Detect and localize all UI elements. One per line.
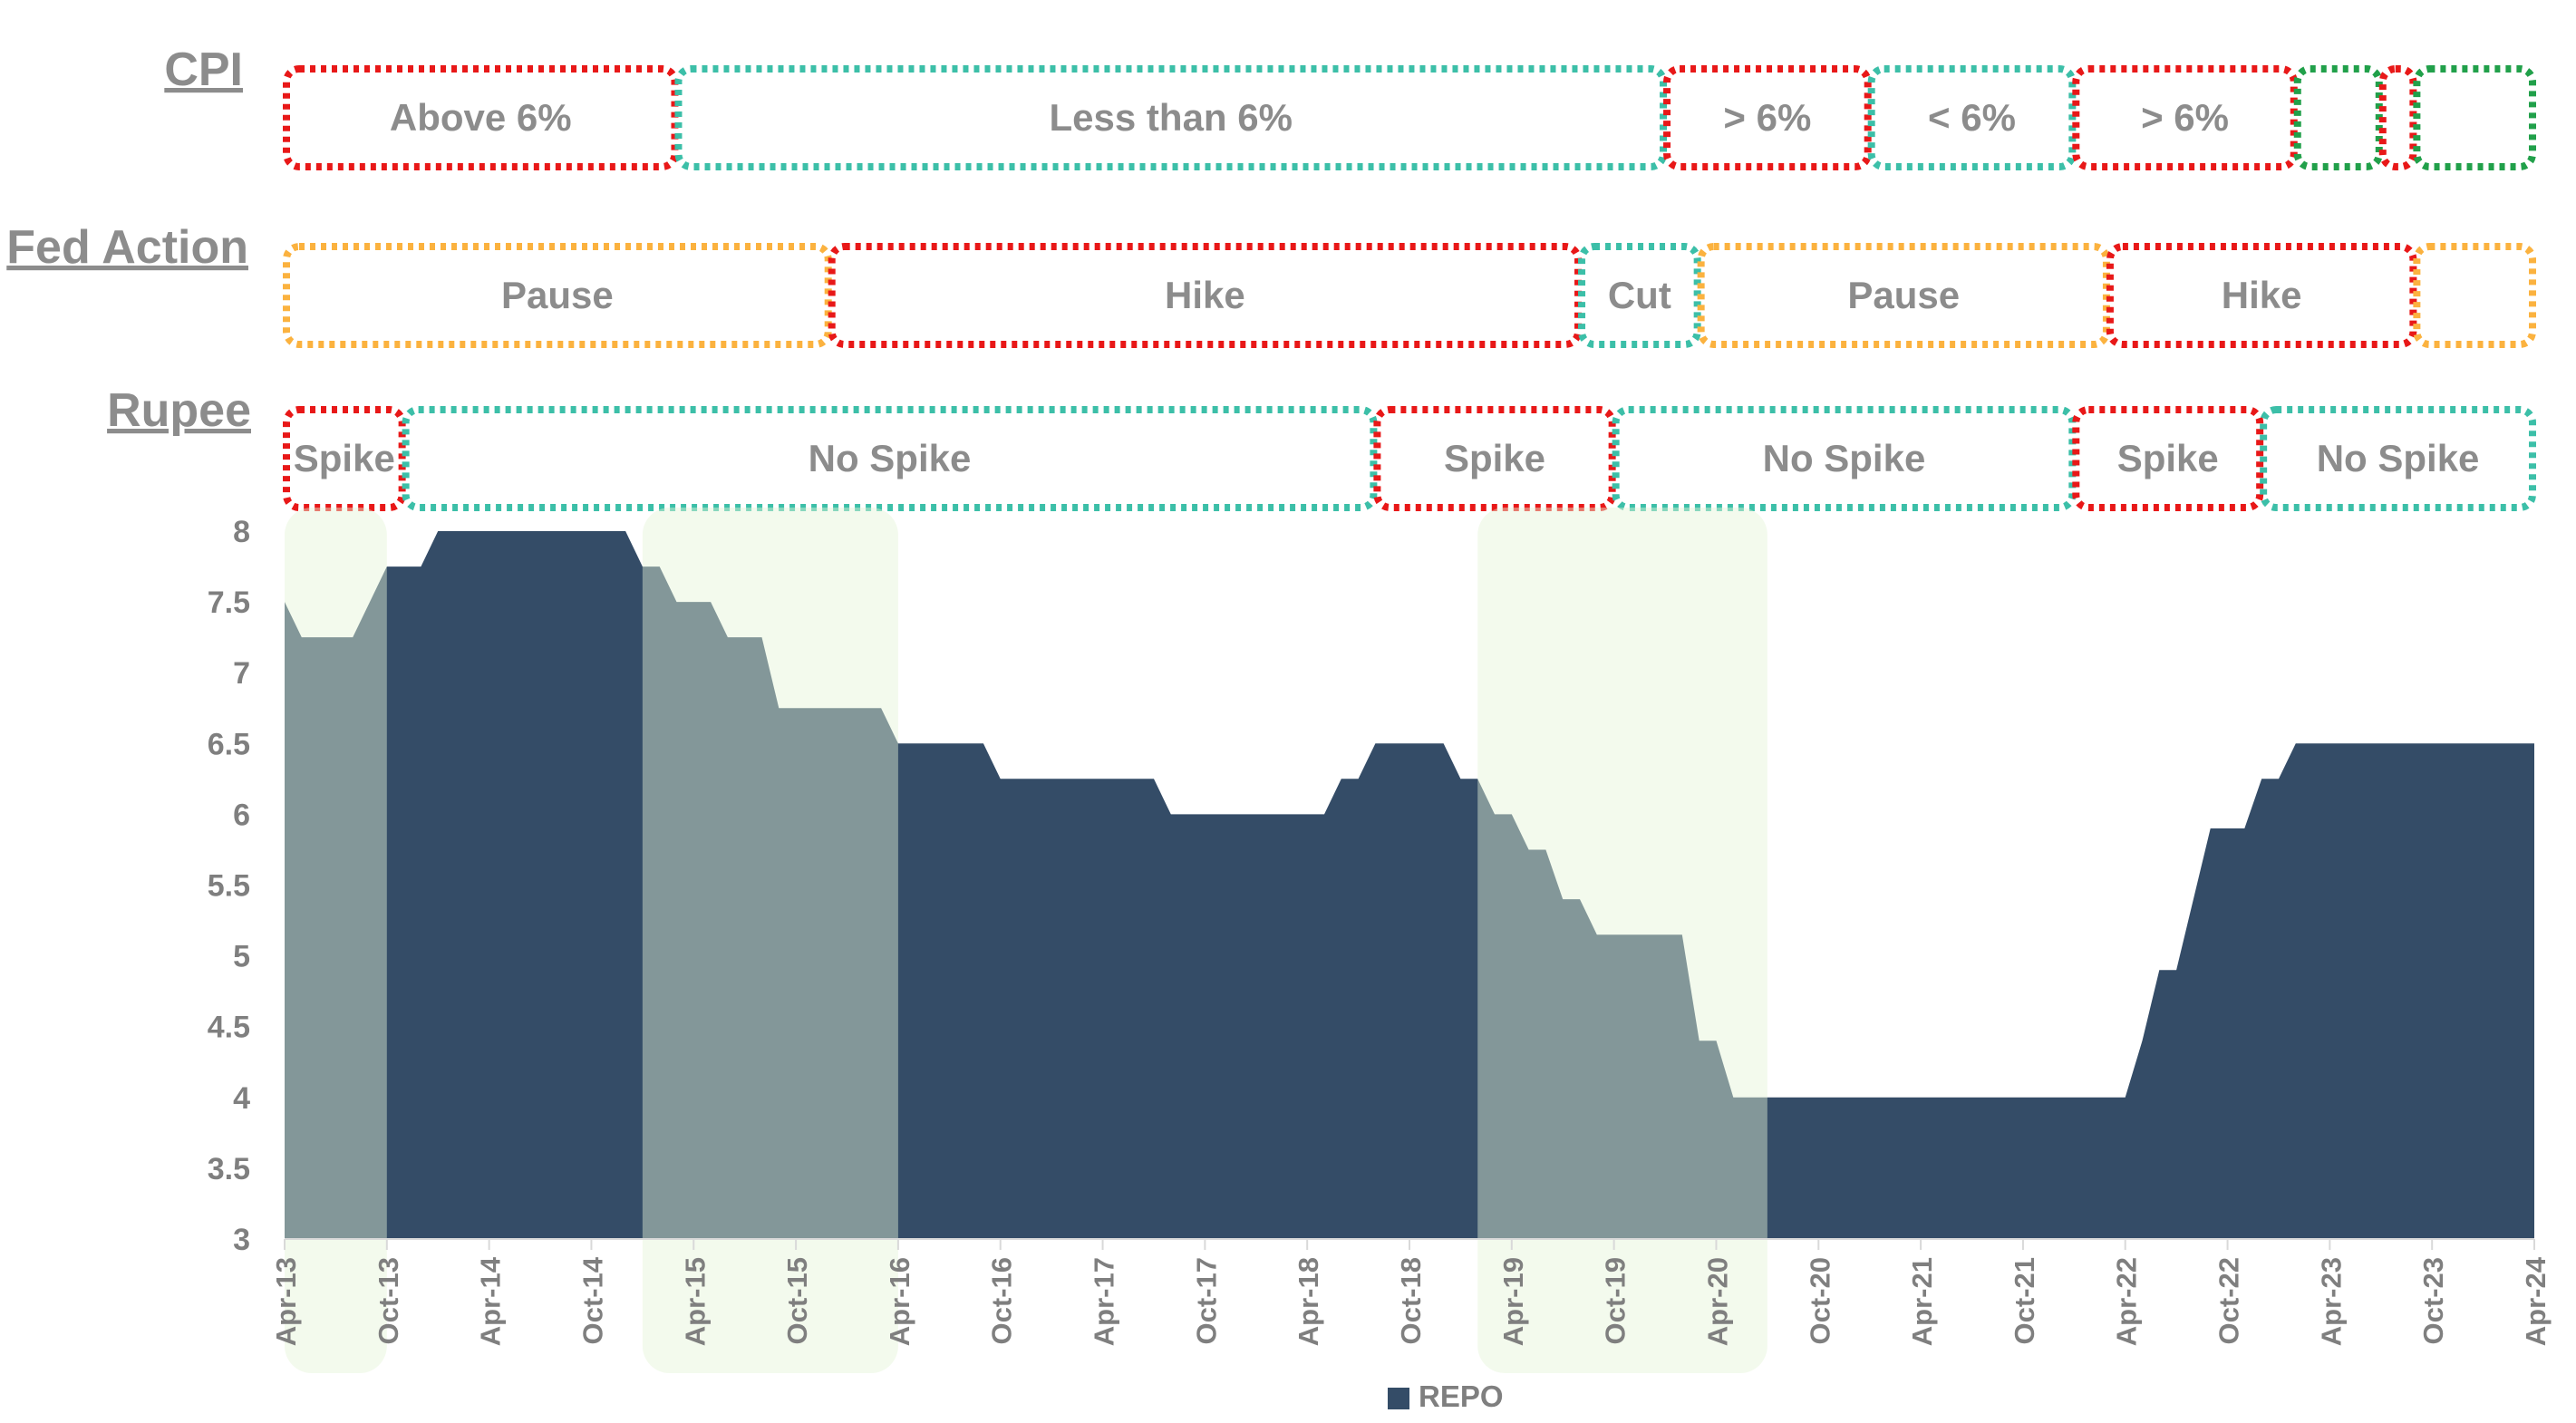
- band-segment-label: Pause: [501, 274, 614, 316]
- band-segment-box: [2260, 406, 2537, 511]
- y-tick-label: 4.5: [208, 1011, 250, 1045]
- y-tick-label: 8: [233, 515, 250, 549]
- x-tick-label: Oct-17: [1190, 1257, 1222, 1344]
- band-segment-box: [1373, 406, 1616, 511]
- band-segment-box: [1663, 65, 1872, 170]
- band-segment-label: No Spike: [1763, 437, 1926, 479]
- x-tick-label: Apr-22: [2111, 1257, 2143, 1346]
- band-segment-label: No Spike: [2317, 437, 2480, 479]
- band-segment-box: [1697, 243, 2110, 348]
- plot-area: [285, 531, 2534, 1239]
- band-label-fed-action: Fed Action: [6, 221, 248, 274]
- band-segment-box: [2072, 406, 2264, 511]
- x-tick-label: Apr-17: [1089, 1257, 1120, 1346]
- band-segment-box: [283, 406, 406, 511]
- band-segment-label: Less than 6%: [1050, 96, 1293, 139]
- x-tick-label: Oct-20: [1804, 1257, 1835, 1344]
- band-segment-box: [2413, 65, 2537, 170]
- x-tick-label: Apr-13: [270, 1257, 302, 1346]
- x-tick-label: Apr-14: [475, 1256, 507, 1346]
- x-tick-label: Oct-16: [986, 1257, 1018, 1344]
- y-tick-label: 7: [233, 656, 250, 691]
- x-tick-label: Oct-14: [576, 1256, 608, 1344]
- axes: 8 7.5 7 6.5 6 5.5 5 4.5 4 3.5 3 Apr-13 Oct-13 Apr-14 O…: [208, 515, 2552, 1346]
- y-tick-label: 5: [233, 940, 250, 974]
- x-tick-label: Apr-23: [2315, 1257, 2347, 1346]
- legend-swatch-repo: [1388, 1388, 1409, 1409]
- band-label-rupee: Rupee: [107, 384, 251, 437]
- y-tick-label: 3.5: [208, 1152, 250, 1186]
- band-segment-label: < 6%: [1928, 96, 2016, 139]
- x-tick-label: Apr-16: [884, 1257, 915, 1346]
- highlight-region-3: [1477, 508, 1767, 1373]
- band-segment-label: Spike: [294, 437, 395, 479]
- highlight-region-1: [285, 508, 387, 1373]
- repo-area-series: [285, 531, 2534, 1239]
- band-segment-box: [402, 406, 1378, 511]
- y-tick-label: 3: [233, 1223, 250, 1257]
- band-segment-label: Spike: [1444, 437, 1545, 479]
- band-segment-label: Spike: [2117, 437, 2219, 479]
- band-segment-box: [2413, 243, 2537, 348]
- x-tick-label: Apr-24: [2520, 1256, 2552, 1346]
- x-tick-label: Oct-23: [2417, 1257, 2449, 1344]
- y-tick-label: 7.5: [208, 586, 250, 620]
- y-tick-label: 4: [233, 1081, 250, 1116]
- y-tick-label: 5.5: [208, 869, 250, 904]
- band-segment-label: > 6%: [1723, 96, 1811, 139]
- x-tick-label: Apr-19: [1497, 1257, 1529, 1346]
- x-tick-label: Apr-15: [679, 1257, 711, 1346]
- band-segment-box: [283, 65, 679, 170]
- legend: REPO: [1388, 1379, 1504, 1413]
- x-tick-label: Oct-21: [2009, 1257, 2040, 1344]
- x-tick-label: Oct-22: [2213, 1257, 2245, 1344]
- band-segment-label: Hike: [2222, 274, 2302, 316]
- y-tick-label: 6: [233, 798, 250, 832]
- x-tick-label: Apr-21: [1906, 1257, 1938, 1346]
- band-segment-box: [2293, 65, 2383, 170]
- band-segment-box: [1867, 65, 2077, 170]
- x-tick-label: Oct-13: [373, 1257, 404, 1344]
- x-tick-label: Oct-15: [781, 1257, 813, 1344]
- band-segment-label: Hike: [1165, 274, 1245, 316]
- x-tick-label: Apr-18: [1293, 1257, 1324, 1346]
- band-label-cpi: CPI: [164, 44, 243, 96]
- band-segment-box: [2378, 65, 2417, 170]
- band-segment-label: Pause: [1847, 274, 1960, 316]
- band-segment-box: [674, 65, 1668, 170]
- band-segment-label: No Spike: [809, 437, 972, 479]
- band-segment-label: > 6%: [2141, 96, 2229, 139]
- x-tick-label: Oct-19: [1600, 1257, 1632, 1344]
- x-tick-label: Apr-20: [1701, 1257, 1733, 1346]
- legend-label-repo: REPO: [1419, 1379, 1504, 1413]
- highlight-regions: [285, 508, 1767, 1373]
- band-segment-box: [283, 243, 832, 348]
- highlight-region-2: [642, 508, 898, 1373]
- x-tick-label: Oct-18: [1395, 1257, 1427, 1344]
- band-segment-label: Cut: [1608, 274, 1671, 316]
- band-segment-label: Above 6%: [390, 96, 572, 139]
- indicator-bands: CPI Above 6% Less than 6% > 6% < 6% > 6% Fed A…: [6, 44, 2537, 511]
- y-tick-label: 6.5: [208, 727, 250, 761]
